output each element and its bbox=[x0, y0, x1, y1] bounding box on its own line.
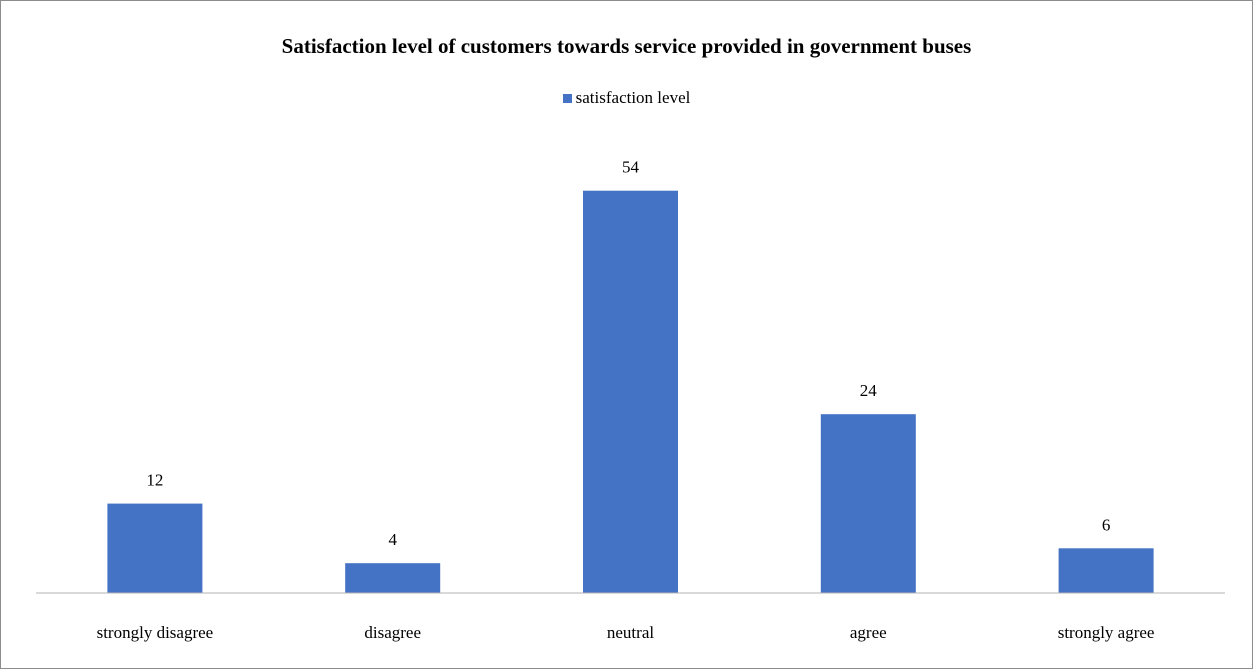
data-label: 54 bbox=[622, 158, 640, 177]
bar-strongly-agree bbox=[1058, 548, 1154, 593]
data-label: 6 bbox=[1102, 515, 1111, 534]
bar-disagree bbox=[345, 563, 441, 593]
data-label: 4 bbox=[388, 530, 397, 549]
legend: satisfaction level bbox=[1, 88, 1252, 108]
data-label: 12 bbox=[146, 471, 163, 490]
bar-strongly-disagree bbox=[107, 503, 203, 593]
chart-title: Satisfaction level of customers towards … bbox=[281, 34, 972, 58]
data-label: 24 bbox=[860, 381, 878, 400]
x-tick-label: strongly agree bbox=[1058, 623, 1155, 642]
x-tick-label: disagree bbox=[364, 623, 421, 642]
bar-neutral bbox=[583, 190, 678, 593]
bar-agree bbox=[820, 414, 916, 593]
x-tick-label: agree bbox=[850, 623, 887, 642]
legend-label: satisfaction level bbox=[575, 88, 691, 107]
x-tick-label: strongly disagree bbox=[97, 623, 214, 642]
x-tick-label: neutral bbox=[607, 623, 654, 642]
legend-swatch bbox=[562, 93, 572, 103]
